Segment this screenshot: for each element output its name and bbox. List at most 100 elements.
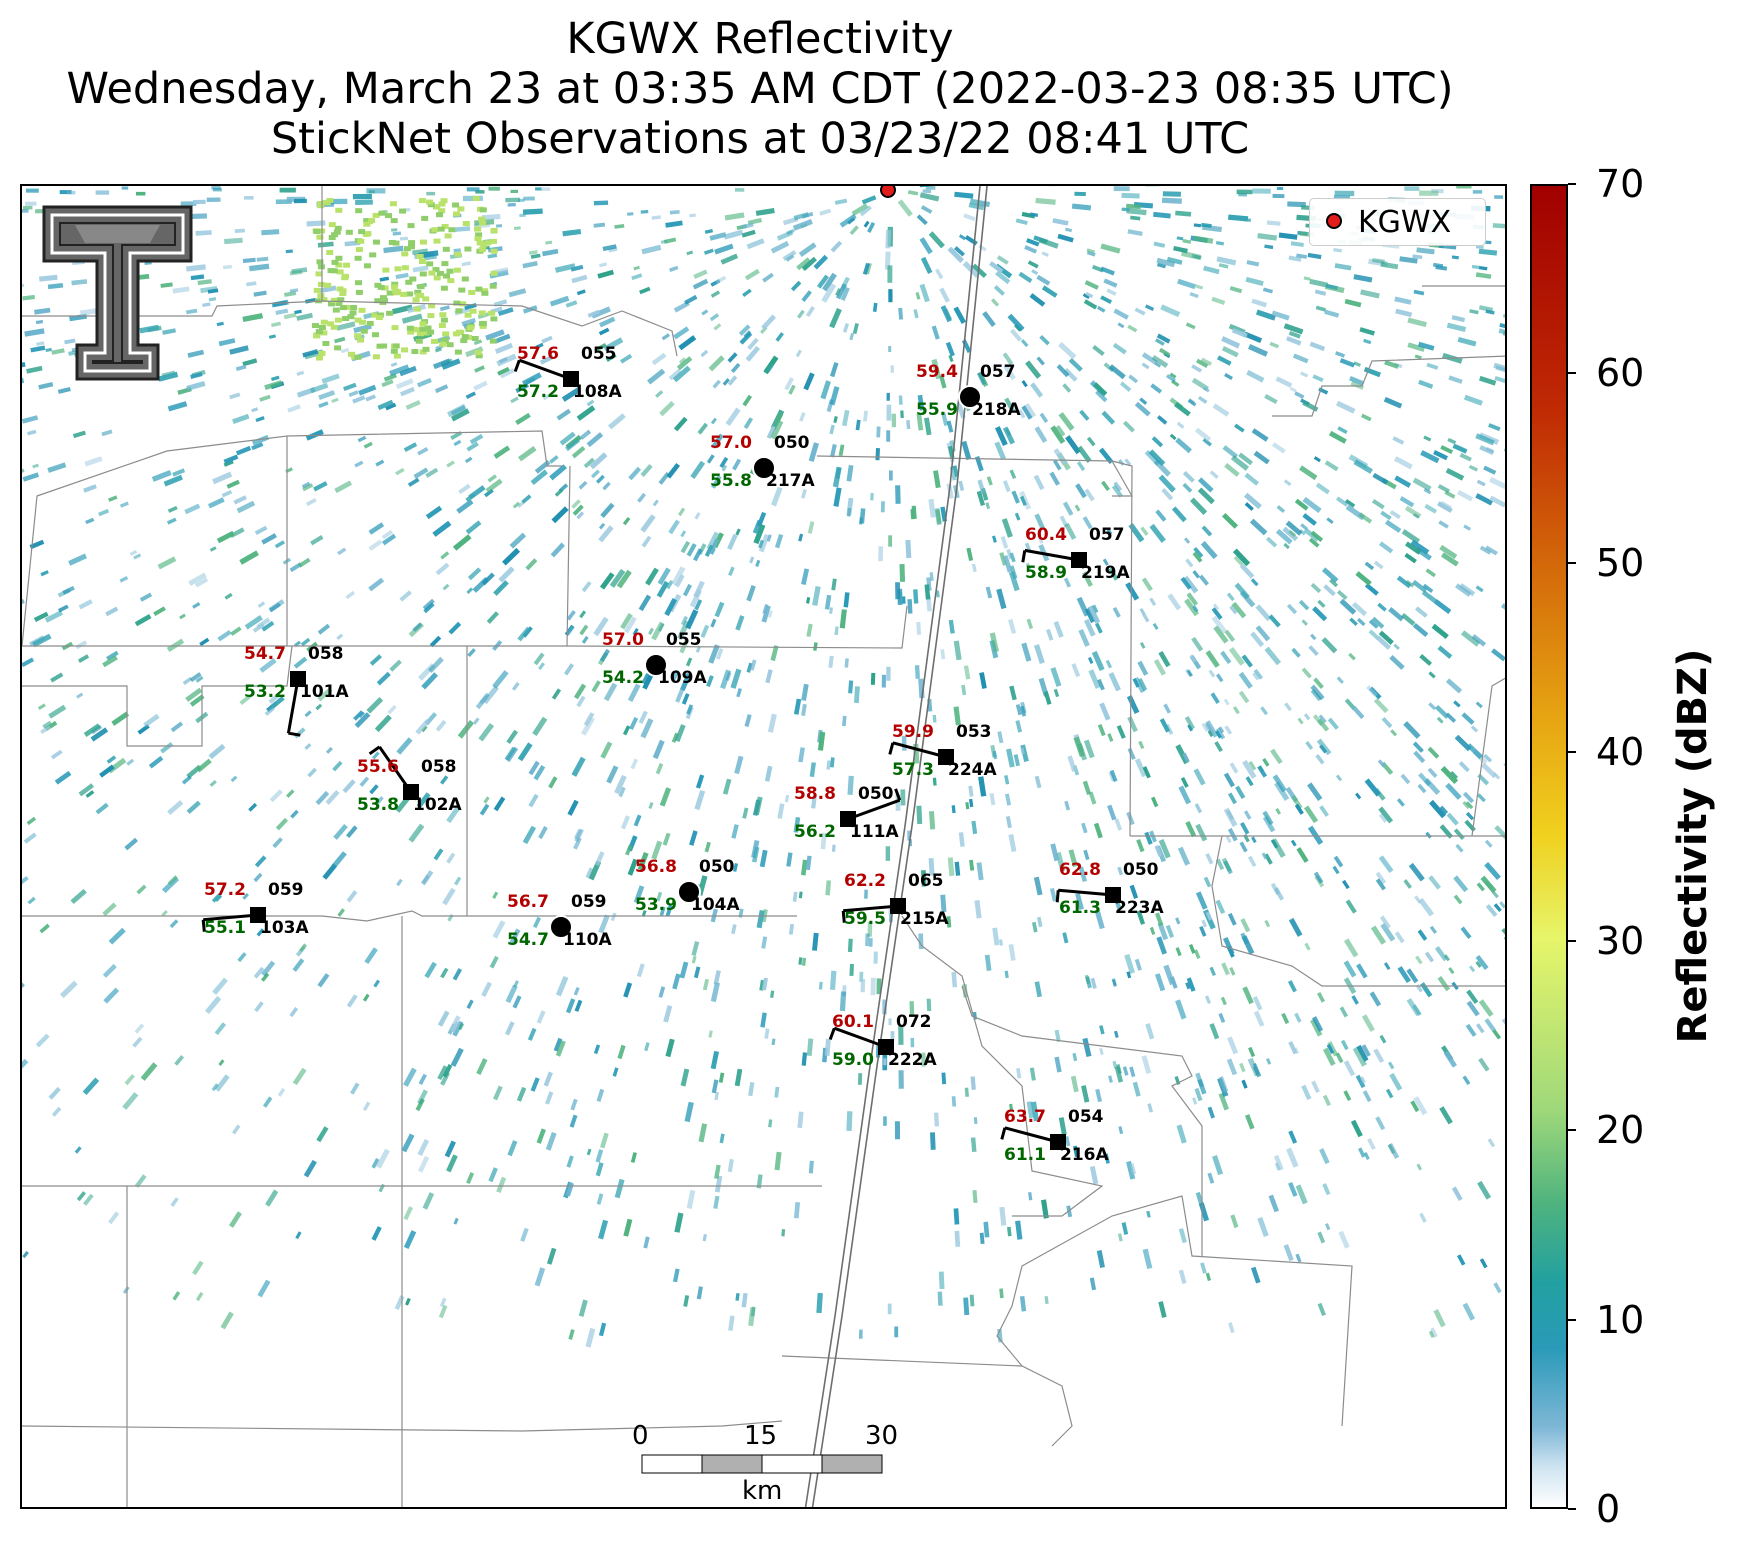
county-line bbox=[566, 605, 908, 649]
scalebar-tick-30: 30 bbox=[865, 1421, 899, 1451]
wind-barb-flag bbox=[841, 910, 846, 923]
wind-barb-flag bbox=[828, 1027, 836, 1041]
station-dewpoint: 53.9 bbox=[635, 895, 677, 915]
wind-barb bbox=[833, 1026, 887, 1049]
wind-barb-flag bbox=[201, 919, 206, 932]
station-temperature: 56.7 bbox=[507, 892, 549, 912]
reflectivity-echoes bbox=[22, 186, 1505, 1348]
station-id: 103A bbox=[260, 918, 309, 938]
station-square-icon[interactable] bbox=[563, 371, 579, 387]
station-pressure: 059 bbox=[268, 880, 304, 900]
station-dewpoint: 56.2 bbox=[794, 822, 836, 842]
station-pressure: 050 bbox=[1123, 860, 1159, 880]
calm-wind-circle-icon[interactable] bbox=[644, 653, 668, 677]
station-pressure: 053 bbox=[956, 722, 992, 742]
calm-wind-circle-icon[interactable] bbox=[677, 880, 701, 904]
county-line bbox=[996, 1195, 1353, 1427]
station-temperature: 59.9 bbox=[892, 722, 934, 742]
colorbar-tick-mark bbox=[1568, 750, 1576, 753]
station-square-icon[interactable] bbox=[840, 811, 856, 827]
colorbar-tick-label: 60 bbox=[1596, 351, 1645, 396]
legend-label: KGWX bbox=[1358, 205, 1452, 240]
wind-barb bbox=[1058, 888, 1114, 897]
station-id: 217A bbox=[766, 471, 815, 491]
legend: KGWX bbox=[1309, 198, 1486, 246]
colorbar-tick-mark bbox=[1568, 561, 1576, 564]
station-dewpoint: 58.9 bbox=[1025, 563, 1067, 583]
wind-barb-flag bbox=[894, 788, 902, 801]
colorbar-tick-mark bbox=[1568, 1508, 1576, 1510]
colorbar-tick-label: 50 bbox=[1596, 540, 1645, 585]
calm-wind-circle-icon[interactable] bbox=[549, 915, 573, 939]
station-dewpoint: 55.9 bbox=[916, 400, 958, 420]
radar-map[interactable]: 57.6 055 57.2 108A 57.0 050 55.8 217A 59.4 057 55.… bbox=[20, 184, 1507, 1509]
station-square-icon[interactable] bbox=[1071, 552, 1087, 568]
station-square-icon[interactable] bbox=[890, 898, 906, 914]
station-temperature: 56.8 bbox=[635, 857, 677, 877]
station-id: 219A bbox=[1081, 563, 1130, 583]
wind-barb-flag bbox=[888, 742, 895, 755]
station-temperature: 54.7 bbox=[244, 644, 286, 664]
colorbar-tick-label: 30 bbox=[1596, 919, 1645, 964]
radar-map-canvas bbox=[22, 186, 1505, 1507]
station-temperature: 62.2 bbox=[844, 871, 886, 891]
colorbar-tick-mark bbox=[1568, 372, 1576, 375]
station-dewpoint: 59.5 bbox=[844, 909, 886, 929]
county-line bbox=[1211, 835, 1505, 987]
station-id: 223A bbox=[1115, 898, 1164, 918]
wind-barb-flag bbox=[368, 745, 381, 756]
scalebar-tick-0: 0 bbox=[632, 1421, 649, 1451]
county-line bbox=[901, 915, 1104, 1217]
station-id: 110A bbox=[563, 930, 612, 950]
county-line bbox=[22, 1420, 783, 1432]
calm-wind-circle-icon[interactable] bbox=[958, 385, 982, 409]
station-temperature: 60.1 bbox=[832, 1012, 874, 1032]
wind-barb bbox=[843, 904, 899, 913]
county-line bbox=[1471, 677, 1505, 837]
colorbar-tick-mark bbox=[1568, 940, 1576, 943]
station-pressure: 057 bbox=[1089, 525, 1125, 545]
wind-barb-flag bbox=[1021, 550, 1027, 563]
station-id: 102A bbox=[413, 795, 462, 815]
scalebar-unit: km bbox=[742, 1476, 783, 1506]
station-pressure: 065 bbox=[908, 871, 944, 891]
county-boundaries bbox=[22, 186, 1505, 1507]
colorbar-tick-mark bbox=[1568, 183, 1576, 185]
station-square-icon[interactable] bbox=[878, 1039, 894, 1055]
county-line bbox=[22, 645, 293, 747]
colorbar-tick-mark bbox=[1568, 1318, 1576, 1321]
chart-subtitle-time: Wednesday, March 23 at 03:35 AM CDT (202… bbox=[66, 64, 1454, 114]
county-line bbox=[1111, 460, 1133, 837]
station-id: 104A bbox=[691, 895, 740, 915]
station-dewpoint: 57.3 bbox=[892, 760, 934, 780]
station-pressure: 057 bbox=[980, 362, 1016, 382]
state-line bbox=[804, 186, 988, 1507]
calm-wind-circle-icon[interactable] bbox=[752, 456, 776, 480]
station-square-icon[interactable] bbox=[403, 784, 419, 800]
station-id: 111A bbox=[850, 822, 899, 842]
station-pressure: 059 bbox=[571, 892, 607, 912]
station-pressure: 058 bbox=[308, 644, 344, 664]
station-temperature: 63.7 bbox=[1004, 1107, 1046, 1127]
station-square-icon[interactable] bbox=[250, 907, 266, 923]
station-square-icon[interactable] bbox=[938, 749, 954, 765]
wind-barb bbox=[286, 678, 300, 734]
wind-barb bbox=[1004, 1126, 1059, 1144]
wind-barb-flag bbox=[513, 359, 521, 373]
wind-barb-flag bbox=[1055, 890, 1060, 903]
station-square-icon[interactable] bbox=[1050, 1134, 1066, 1150]
station-dewpoint: 54.7 bbox=[507, 930, 549, 950]
station-square-icon[interactable] bbox=[1105, 887, 1121, 903]
wind-barb bbox=[892, 741, 947, 759]
station-id: 108A bbox=[573, 382, 622, 402]
station-square-icon[interactable] bbox=[290, 671, 306, 687]
wind-barb-flag bbox=[288, 731, 301, 737]
county-line bbox=[816, 455, 1134, 497]
station-dewpoint: 55.8 bbox=[710, 471, 752, 491]
county-line bbox=[321, 300, 678, 357]
station-temperature: 57.2 bbox=[204, 880, 246, 900]
chart-subtitle-obs: StickNet Observations at 03/23/22 08:41 … bbox=[270, 114, 1250, 164]
county-line bbox=[22, 435, 288, 647]
stations-layer bbox=[201, 358, 1121, 1150]
station-dewpoint: 59.0 bbox=[832, 1050, 874, 1070]
